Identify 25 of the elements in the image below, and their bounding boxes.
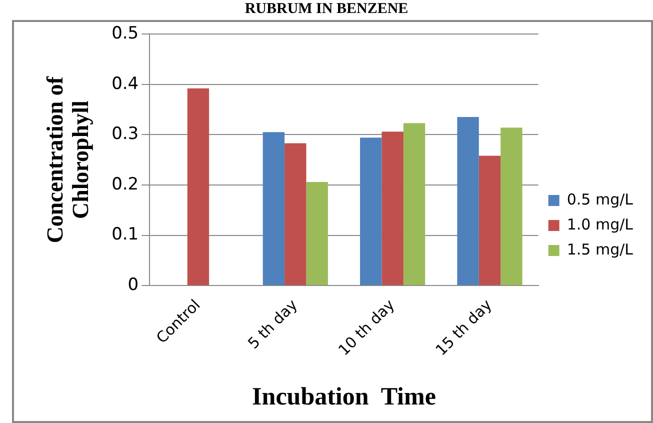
y-tick-label: 0.3 (112, 124, 139, 144)
y-tick-label: 0.1 (112, 224, 139, 245)
y-tick-label: 0.4 (112, 74, 139, 94)
x-tick-label: 15 th day (432, 296, 496, 360)
bar (478, 156, 501, 286)
chart-title: RUBRUM IN BENZENE (244, 1, 410, 18)
legend-label: 1.0 mg/L (566, 215, 634, 234)
y-tick-label: 0 (128, 275, 139, 296)
bar (360, 138, 382, 286)
bar (382, 132, 404, 286)
bar (284, 143, 306, 286)
bar (262, 132, 285, 286)
bar (457, 117, 479, 286)
y-tick-label: 0.5 (112, 23, 139, 44)
y-tick-label: 0.2 (112, 174, 139, 194)
x-axis-title: Incubation Time (252, 383, 436, 410)
bar (187, 88, 210, 286)
x-tick-label: 5 th day (244, 296, 302, 352)
bar (403, 123, 426, 286)
legend-label: 0.5 mg/L (566, 190, 634, 208)
bar (306, 182, 328, 286)
bar (500, 128, 522, 286)
legend-label: 1.5 mg/L (566, 240, 634, 258)
y-axis-title: Concentration of Chlorophyll (42, 76, 93, 244)
x-tick-label: 10 th day (334, 296, 398, 360)
